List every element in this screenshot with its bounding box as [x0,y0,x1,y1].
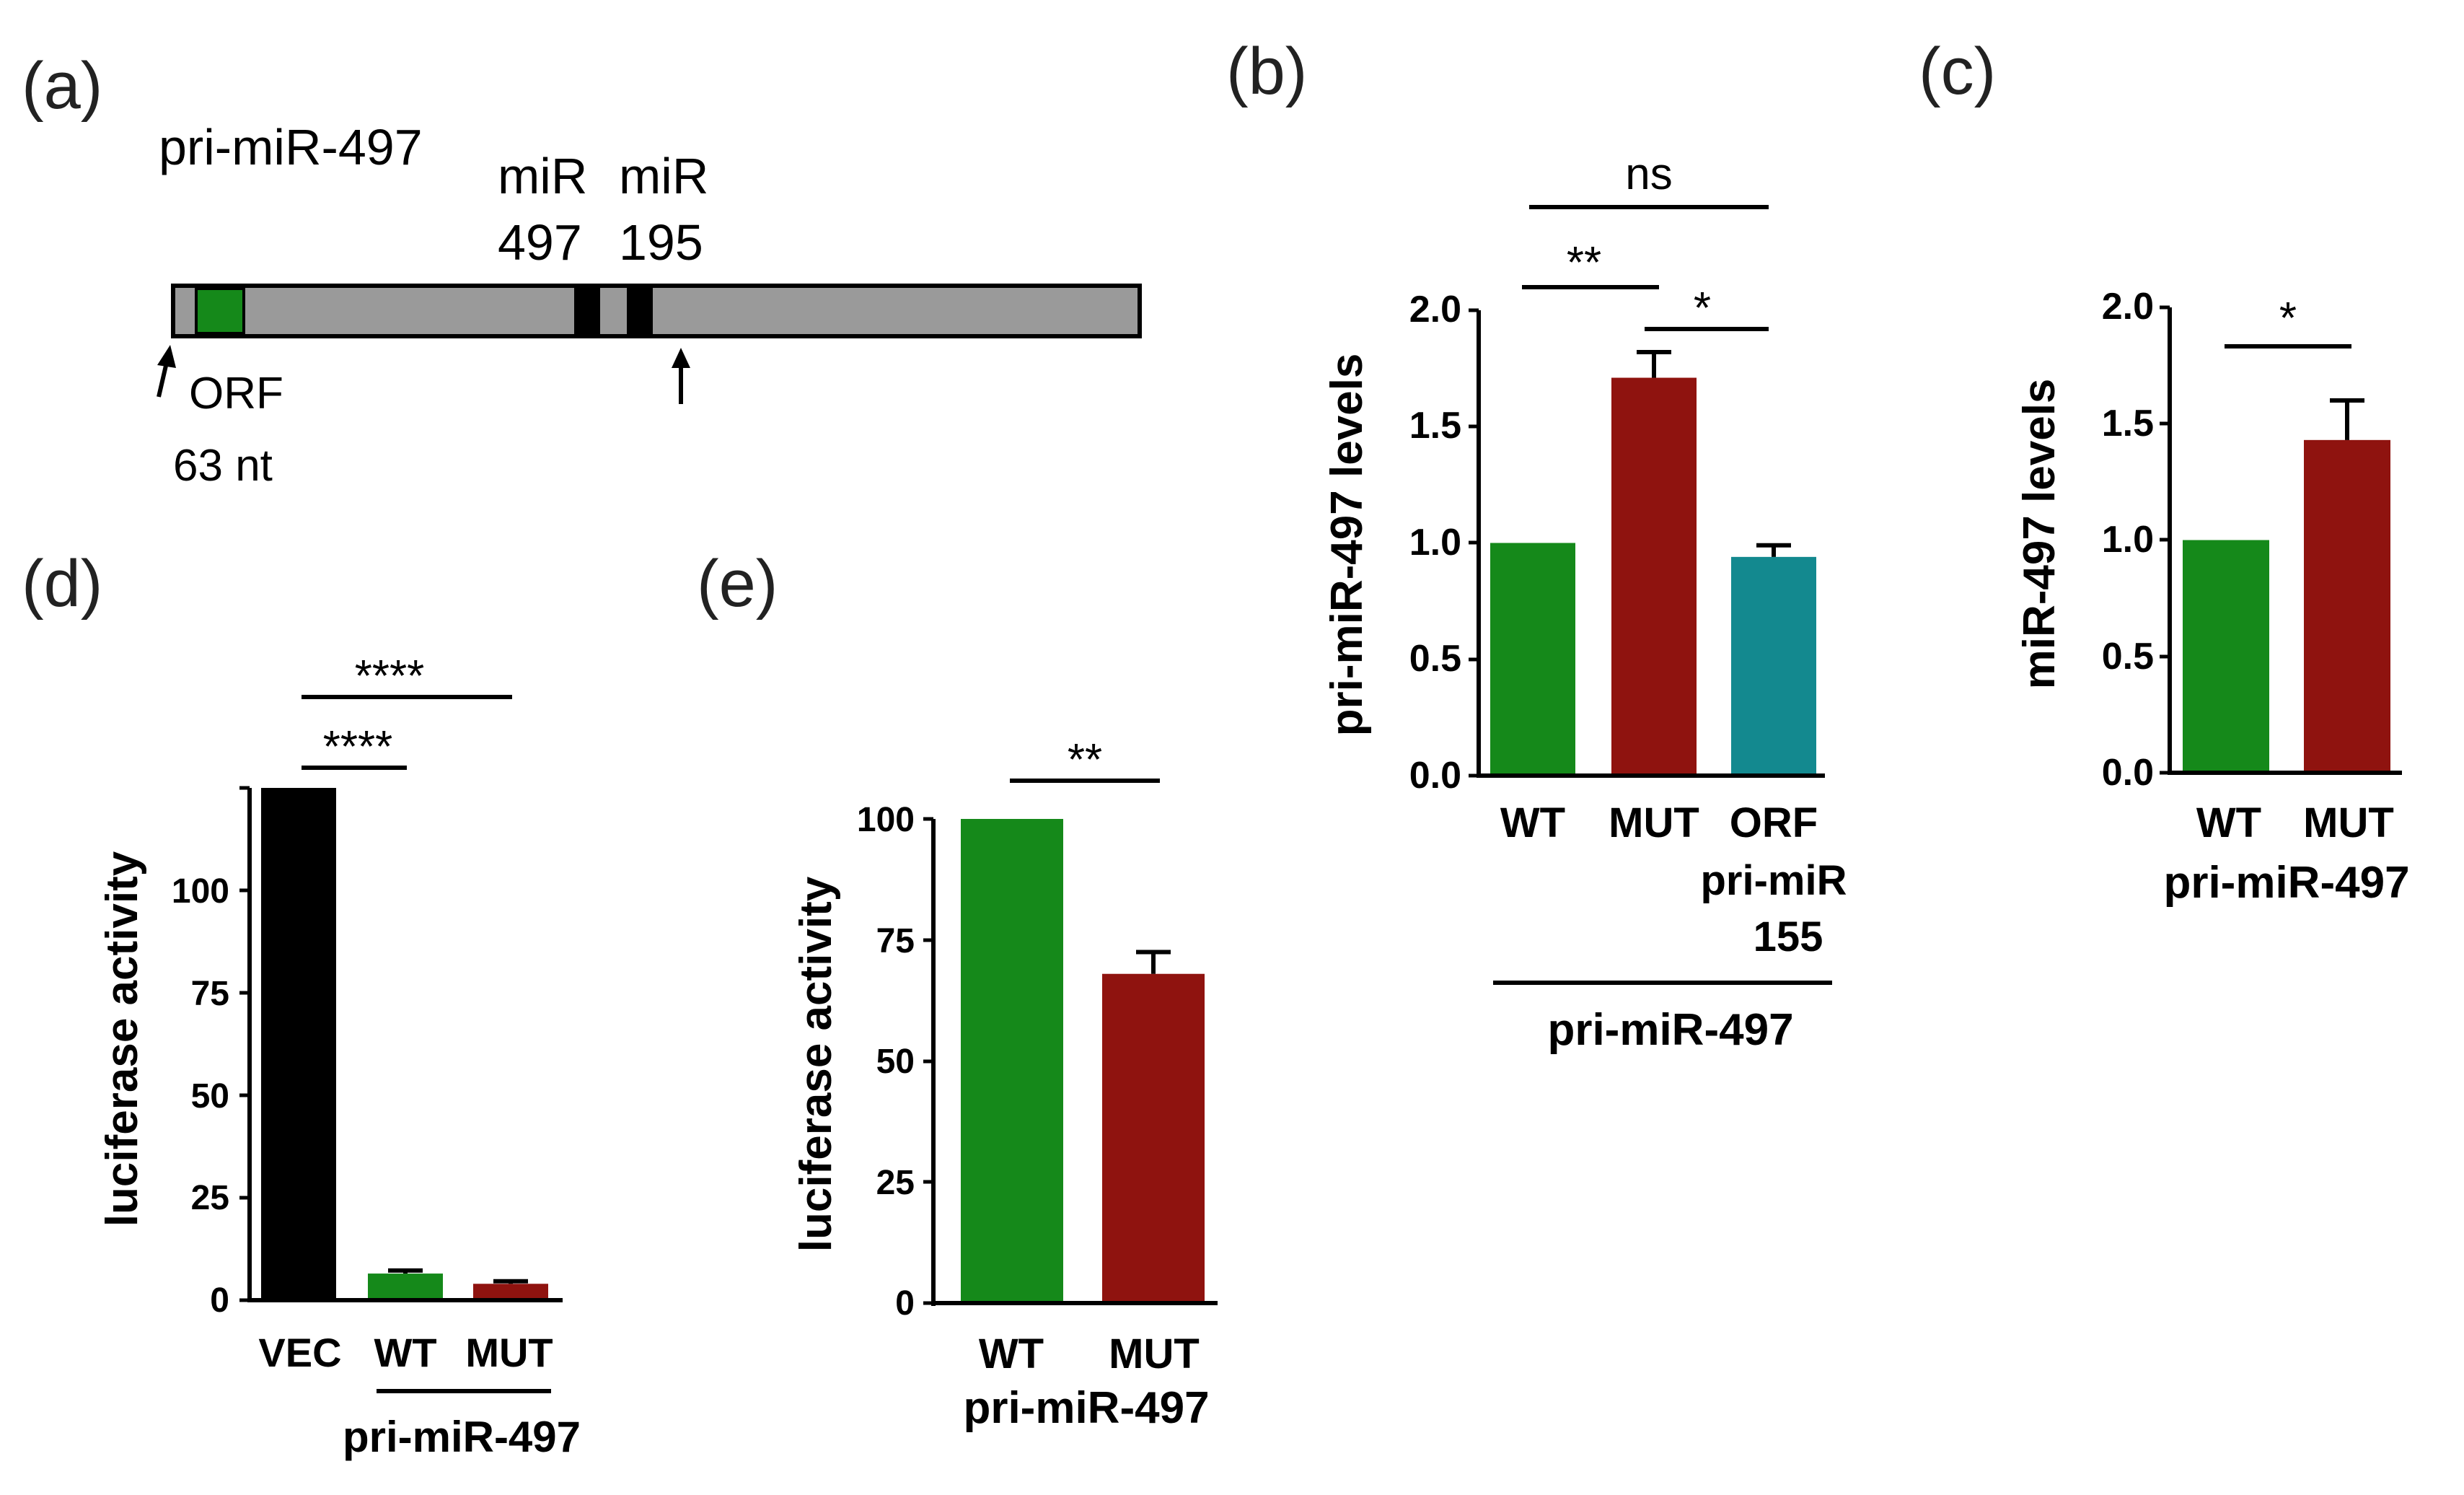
bar-mut [1611,377,1697,776]
y-tick-label: 0 [895,1284,915,1323]
x-tick-label-155: 155 [1754,913,1823,960]
arrow-icon [157,345,176,398]
panel-e: (e) luciferase activity 0 25 50 75 100 W… [697,547,1218,1433]
error-bar-mut [2330,398,2364,440]
panel-d-letter: (d) [22,547,102,621]
y-tick-label: 0.0 [2102,752,2154,794]
y-tick-label: 0 [210,1281,229,1320]
mir497-label-line2: 497 [498,214,582,271]
x-tick-label-wt: WT [979,1330,1044,1377]
significance-label-mut-orf: * [1694,284,1711,333]
y-tick-label: 25 [876,1164,915,1202]
error-bar-orf [1756,543,1791,557]
x-tick-label-mut: MUT [1609,799,1699,846]
y-tick-label: 100 [857,801,915,839]
bar-mut [2304,439,2390,773]
x-tick-label-vec: VEC [258,1330,341,1375]
significance-label: * [2279,294,2297,343]
y-tick-label: 1.0 [1409,522,1461,564]
x-tick-label-wt: WT [1500,799,1565,846]
panel-c-y-axis-label: miR-497 levels [2015,379,2064,690]
mir195-region [627,288,653,334]
y-tick-label: 0.0 [1409,755,1461,797]
x-tick-label-mut: MUT [2303,799,2394,846]
significance-label-vec-mut: **** [355,652,425,701]
x-tick-label-mut: MUT [1109,1330,1200,1377]
panel-b: (b) pri-miR-497 levels 0.0 0.5 1.0 1.5 2… [1226,35,1847,1055]
x-tick-label-wt: WT [2196,799,2261,846]
arrow-icon [672,348,690,404]
group-label: pri-miR-497 [1547,1005,1793,1055]
bar-wt [961,819,1063,1303]
y-tick-label: 25 [191,1179,229,1217]
panel-d: (d) luciferase activity 0 25 50 75 100 V… [22,547,581,1461]
error-bar-mut [493,1279,528,1284]
bar-wt [2183,540,2269,773]
x-tick-label-pri-mir: pri-miR [1701,857,1847,904]
panel-c: (c) miR-497 levels 0.0 0.5 1.0 1.5 2.0 W… [1919,35,2410,908]
orf-label-line1: ORF [189,369,283,418]
y-tick-label: 0.5 [1409,638,1461,680]
y-tick-label: 50 [191,1077,229,1115]
significance-label-wt-mut: ** [1567,238,1601,288]
x-tick-label-mut: MUT [465,1330,553,1375]
panel-a: (a) pri-miR-497 miR 497 miR 195 ORF 63 n… [22,49,1142,491]
mir497-label-line1: miR [498,148,587,204]
panel-d-y-tick-labels: 0 25 50 75 100 [172,872,229,1320]
orf-label-line2: 63 nt [173,441,273,491]
mir195-label-line2: 195 [619,214,703,271]
bar-wt [1490,543,1575,776]
x-tick-label-wt: WT [374,1330,436,1375]
mir195-label-line1: miR [619,148,708,204]
bar-mut [473,1284,548,1300]
panel-e-y-tick-labels: 0 25 50 75 100 [857,801,915,1323]
y-tick-label: 2.0 [1409,289,1461,330]
significance-label-vec-wt: **** [323,722,393,772]
panel-e-y-ticks [923,817,933,1305]
group-label: pri-miR-497 [963,1383,1209,1433]
y-tick-label: 1.5 [1409,405,1461,447]
y-tick-label: 75 [191,975,229,1013]
x-tick-label-orf: ORF [1730,799,1818,846]
panel-d-y-axis-label: luciferase activity [97,851,147,1227]
error-bar-wt [388,1268,423,1274]
y-tick-label: 0.5 [2102,636,2154,678]
bar-mut [1102,973,1205,1303]
y-tick-label: 100 [172,872,229,911]
y-tick-label: 75 [876,922,915,960]
pri-mir-497-title: pri-miR-497 [159,119,423,175]
error-bar-mut [1136,950,1171,974]
bar-orf [1731,556,1816,776]
y-tick-label: 1.0 [2102,519,2154,561]
orf-region [195,287,245,335]
error-bar-mut [1637,350,1671,378]
mir497-region [574,288,600,334]
significance-label-ns: ns [1625,149,1672,199]
significance-label: ** [1068,735,1102,785]
panel-c-letter: (c) [1919,35,1996,108]
group-label: pri-miR-497 [2163,858,2409,908]
panel-b-y-tick-labels: 0.0 0.5 1.0 1.5 2.0 [1409,289,1461,797]
y-tick-label: 50 [876,1043,915,1081]
panel-a-letter: (a) [22,49,102,123]
group-label: pri-miR-497 [343,1413,581,1461]
panel-b-letter: (b) [1226,35,1307,108]
panel-b-y-axis-label: pri-miR-497 levels [1322,354,1372,737]
bar-vec [261,788,336,1300]
pri-mir-transcript-bar [171,284,1142,338]
bar-wt [368,1273,443,1300]
y-tick-label: 1.5 [2102,403,2154,444]
y-tick-label: 2.0 [2102,286,2154,328]
panel-e-letter: (e) [697,547,778,621]
panel-c-y-tick-labels: 0.0 0.5 1.0 1.5 2.0 [2102,286,2154,794]
panel-e-y-axis-label: luciferase activity [791,876,841,1252]
